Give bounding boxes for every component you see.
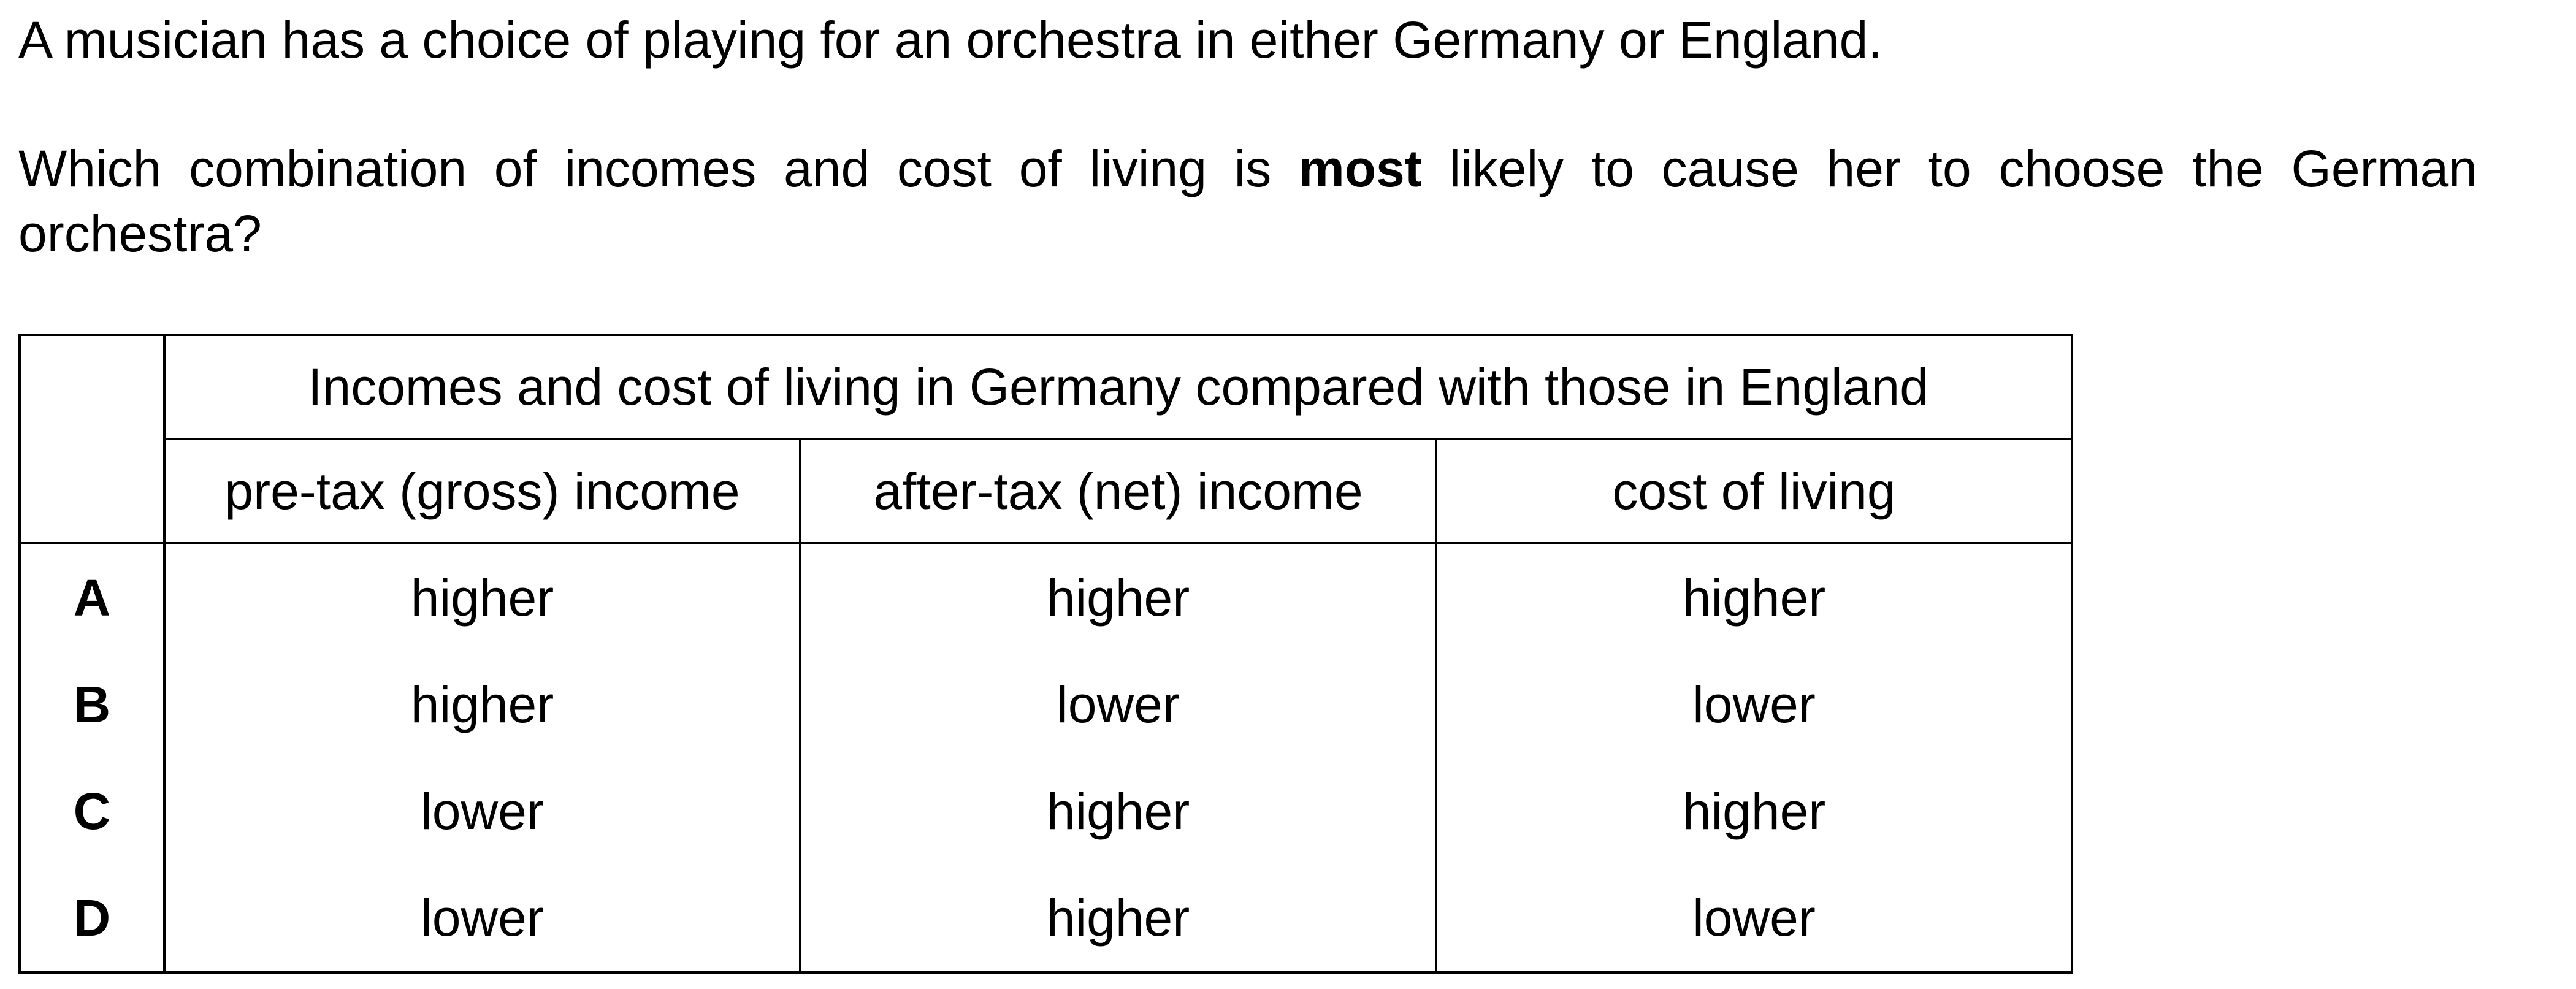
table-corner-cell [18, 334, 166, 439]
table-group-header-row: Incomes and cost of living in Germany co… [18, 334, 2074, 440]
table-column-header-row: pre-tax (gross) income after-tax (net) i… [18, 438, 2074, 544]
answer-options-table: Incomes and cost of living in Germany co… [18, 334, 2074, 974]
question-stem: Which combination of incomes and cost of… [18, 136, 2477, 266]
option-row-b: B higher lower lower [18, 651, 2074, 758]
option-key: C [18, 758, 166, 865]
question-text: A musician has a choice of playing for a… [18, 0, 2477, 266]
stem-text-before: Which combination of incomes and cost of… [18, 140, 1299, 197]
option-key: B [18, 651, 166, 758]
stem-emphasis: most [1299, 140, 1422, 197]
column-header-cost-of-living: cost of living [1434, 438, 2074, 544]
option-value: higher [799, 758, 1437, 865]
option-value: higher [163, 651, 801, 758]
option-row-d: D lower higher lower [18, 865, 2074, 974]
option-value: lower [799, 651, 1437, 758]
column-header-net-income: after-tax (net) income [799, 438, 1437, 544]
option-value: lower [163, 758, 801, 865]
option-value: lower [163, 865, 801, 974]
option-key: A [18, 543, 166, 651]
option-value: higher [799, 543, 1437, 651]
option-row-c: C lower higher higher [18, 758, 2074, 865]
stem-text-after: likely to cause her to choose the German… [18, 140, 2477, 262]
question-intro: A musician has a choice of playing for a… [18, 11, 1882, 69]
option-value: higher [1434, 543, 2074, 651]
option-value: lower [1434, 651, 2074, 758]
table-corner-cell-lower [18, 439, 166, 544]
column-header-gross-income: pre-tax (gross) income [163, 438, 801, 544]
option-value: higher [799, 865, 1437, 974]
option-value: higher [163, 543, 801, 651]
table-group-header: Incomes and cost of living in Germany co… [162, 334, 2074, 440]
option-key: D [18, 865, 166, 974]
option-row-a: A higher higher higher [18, 543, 2074, 651]
option-value: lower [1434, 865, 2074, 974]
option-value: higher [1434, 758, 2074, 865]
